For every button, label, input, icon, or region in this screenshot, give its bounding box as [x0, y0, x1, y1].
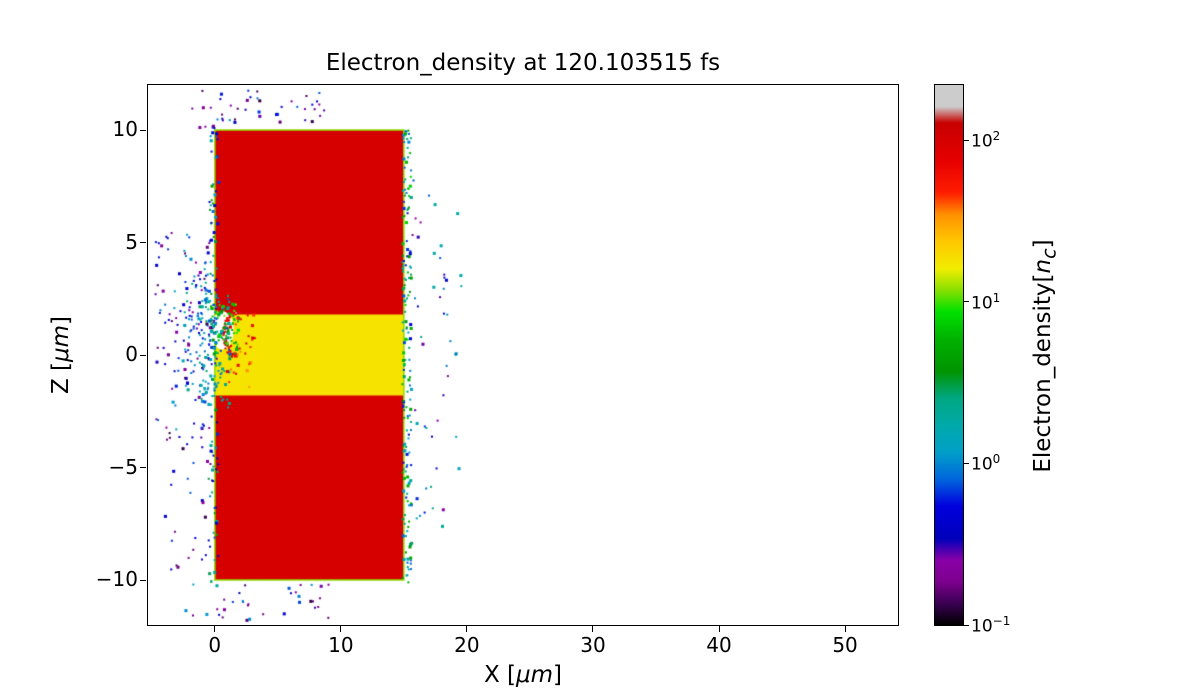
y-tick-mark [140, 129, 146, 131]
colorbar-tick-mark [964, 624, 969, 626]
colorbar-tick-mark [964, 301, 969, 303]
colorbar-label-var: n [1030, 258, 1056, 274]
x-tick-label: 50 [832, 633, 858, 657]
y-tick-label: −5 [108, 454, 138, 479]
x-tick-mark [466, 626, 468, 632]
y-tick-label: 0 [125, 342, 138, 366]
colorbar-tick-mark [964, 139, 969, 141]
colorbar-label-sub: c [1037, 248, 1061, 259]
x-tick-mark [592, 626, 594, 632]
y-tick-label: −10 [95, 567, 138, 591]
colorbar-tick-label: 100 [971, 452, 1001, 476]
colorbar-tick-mark [964, 462, 969, 464]
colorbar-label: Electron_density[nc] [1030, 156, 1061, 556]
y-tick-label: 5 [125, 229, 138, 254]
colorbar-tick-label: 10−1 [971, 614, 1011, 637]
plot-title: Electron_density at 120.103515 fs [325, 50, 721, 76]
x-tick-mark [718, 626, 720, 632]
y-tick-mark [140, 467, 146, 468]
colorbar-tick-label: 101 [971, 290, 1001, 314]
x-tick-label: 20 [454, 633, 480, 657]
y-axis-label-suffix: ] [48, 315, 74, 325]
x-tick-mark [340, 626, 342, 632]
x-axis-label: X [μm] [148, 662, 898, 688]
x-tick-mark [214, 626, 216, 632]
x-tick-mark [844, 626, 846, 632]
x-tick-label: 10 [328, 633, 354, 657]
colorbar [934, 84, 964, 626]
y-tick-mark [140, 242, 146, 243]
x-tick-label: 40 [706, 633, 732, 657]
colorbar-label-prefix: Electron_density[ [1030, 273, 1056, 473]
x-tick-label: 30 [580, 633, 606, 657]
colorbar-label-suffix: ] [1030, 239, 1056, 249]
colorbar-tick-label: 102 [971, 129, 1001, 152]
heatmap-plot-area [147, 84, 899, 626]
x-axis-label-unit: μm [516, 662, 554, 688]
y-tick-mark [140, 354, 146, 356]
y-tick-label: 10 [112, 117, 138, 141]
x-axis-label-prefix: X [ [483, 662, 516, 688]
x-axis-label-suffix: ] [553, 662, 563, 688]
y-axis-label-prefix: Z [ [48, 362, 74, 395]
y-tick-mark [140, 579, 146, 581]
x-tick-label: 0 [208, 633, 222, 657]
